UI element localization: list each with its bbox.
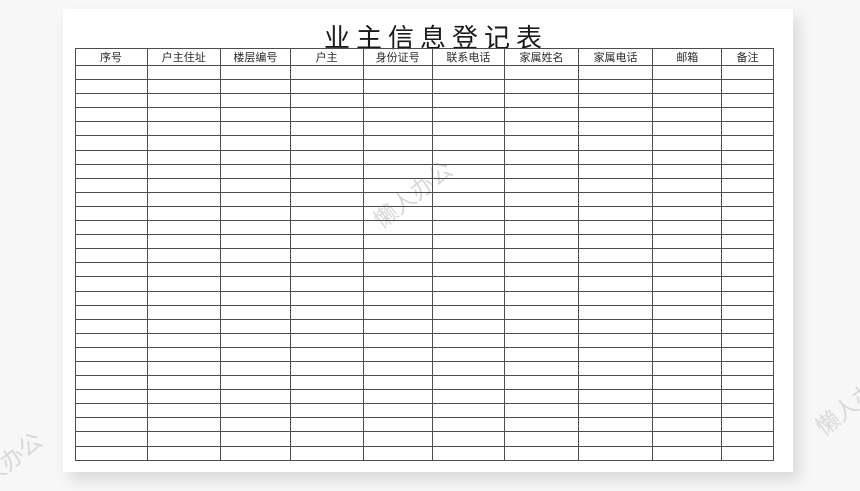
svg-text:懒人办公: 懒人办公	[811, 363, 860, 440]
svg-text:懒人办公: 懒人办公	[0, 427, 47, 491]
